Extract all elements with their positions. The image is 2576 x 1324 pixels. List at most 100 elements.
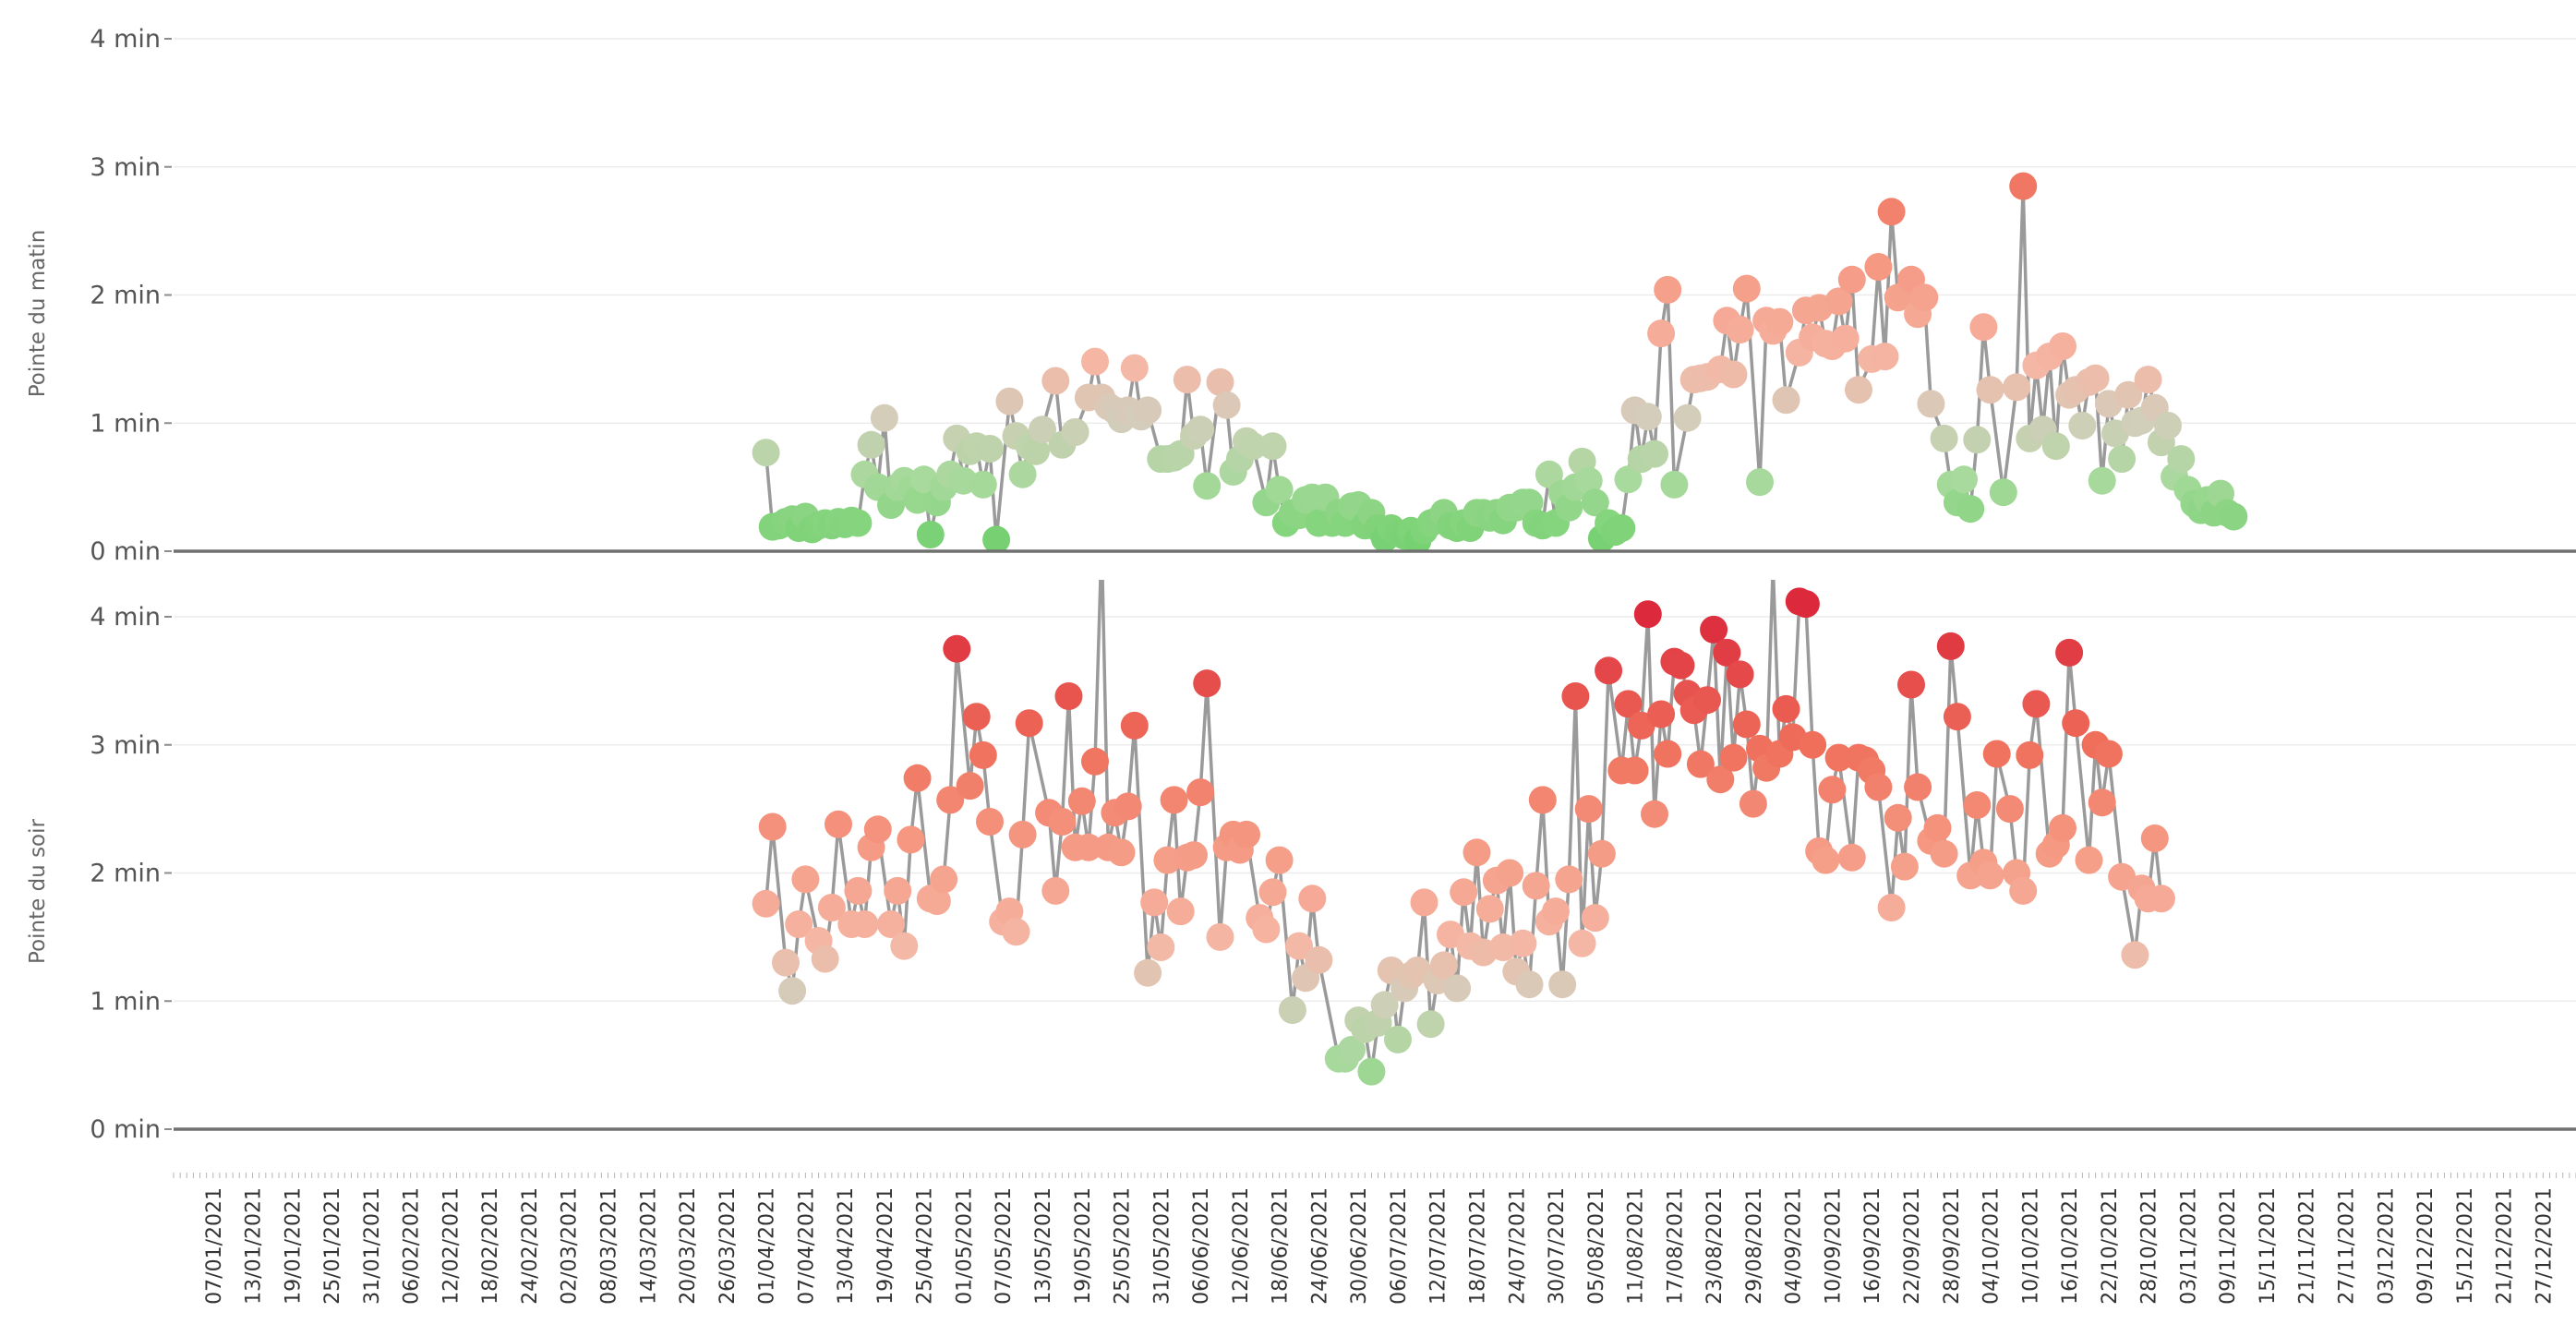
data-point[interactable] xyxy=(1700,615,1728,644)
data-point[interactable] xyxy=(1081,747,1109,776)
data-point[interactable] xyxy=(1667,651,1695,680)
data-point[interactable] xyxy=(1641,800,1668,828)
data-point[interactable] xyxy=(2167,445,2196,474)
data-point[interactable] xyxy=(791,865,820,894)
data-point[interactable] xyxy=(1509,929,1537,957)
data-point[interactable] xyxy=(1574,466,1603,495)
data-point[interactable] xyxy=(1193,669,1222,698)
data-point[interactable] xyxy=(1258,878,1287,907)
data-point[interactable] xyxy=(844,876,873,905)
data-point[interactable] xyxy=(1278,996,1306,1024)
data-point[interactable] xyxy=(1370,991,1399,1019)
data-point[interactable] xyxy=(1120,711,1149,740)
data-point[interactable] xyxy=(1884,803,1912,832)
data-point[interactable] xyxy=(1067,787,1096,815)
data-point[interactable] xyxy=(962,703,991,731)
data-point[interactable] xyxy=(2088,466,2116,495)
data-point[interactable] xyxy=(1654,275,1682,304)
data-point[interactable] xyxy=(1186,415,1215,444)
data-point[interactable] xyxy=(1824,287,1853,316)
data-point[interactable] xyxy=(1877,894,1906,921)
data-point[interactable] xyxy=(1713,638,1741,667)
data-point[interactable] xyxy=(1561,682,1590,710)
data-point[interactable] xyxy=(1719,360,1748,389)
data-point[interactable] xyxy=(1015,709,1043,738)
data-point[interactable] xyxy=(1595,656,1623,685)
data-point[interactable] xyxy=(1107,838,1136,867)
data-point[interactable] xyxy=(2088,788,2116,817)
data-point[interactable] xyxy=(1831,324,1860,353)
data-point[interactable] xyxy=(870,403,898,432)
data-point[interactable] xyxy=(976,808,1004,836)
data-point[interactable] xyxy=(890,932,919,960)
data-point[interactable] xyxy=(1799,730,1827,759)
data-point[interactable] xyxy=(1890,852,1919,881)
data-point[interactable] xyxy=(1463,838,1491,867)
data-point[interactable] xyxy=(1515,970,1544,999)
data-point[interactable] xyxy=(1113,792,1142,821)
data-point[interactable] xyxy=(752,439,780,467)
data-point[interactable] xyxy=(1963,426,1992,454)
data-point[interactable] xyxy=(2081,364,2110,392)
data-point[interactable] xyxy=(817,894,846,921)
data-point[interactable] xyxy=(1160,786,1188,814)
data-point[interactable] xyxy=(1732,710,1761,739)
data-point[interactable] xyxy=(1285,932,1313,960)
data-point[interactable] xyxy=(1963,791,1992,819)
data-point[interactable] xyxy=(995,387,1024,415)
data-point[interactable] xyxy=(1772,386,1800,415)
data-point[interactable] xyxy=(2009,172,2038,200)
data-point[interactable] xyxy=(1647,319,1676,348)
data-point[interactable] xyxy=(863,815,892,844)
data-point[interactable] xyxy=(1917,390,1945,418)
data-point[interactable] xyxy=(1568,929,1596,957)
data-point[interactable] xyxy=(1029,415,1056,444)
data-point[interactable] xyxy=(1587,839,1616,868)
data-point[interactable] xyxy=(2140,824,2169,852)
data-point[interactable] xyxy=(1897,670,1925,699)
data-point[interactable] xyxy=(930,865,958,894)
data-point[interactable] xyxy=(1002,918,1030,946)
data-point[interactable] xyxy=(1338,1036,1366,1064)
data-point[interactable] xyxy=(1607,514,1636,542)
data-point[interactable] xyxy=(2147,885,2175,913)
data-point[interactable] xyxy=(1173,366,1201,394)
data-point[interactable] xyxy=(1923,813,1952,842)
data-point[interactable] xyxy=(1812,846,1840,874)
data-point[interactable] xyxy=(1061,418,1089,446)
data-point[interactable] xyxy=(2075,846,2103,874)
data-point[interactable] xyxy=(1759,552,1787,580)
data-point[interactable] xyxy=(916,521,945,548)
data-point[interactable] xyxy=(1410,888,1438,917)
data-point[interactable] xyxy=(1147,933,1175,961)
data-point[interactable] xyxy=(1305,945,1333,974)
data-point[interactable] xyxy=(850,910,879,938)
data-point[interactable] xyxy=(1384,1025,1412,1053)
data-point[interactable] xyxy=(1732,274,1761,303)
data-point[interactable] xyxy=(936,786,965,814)
data-point[interactable] xyxy=(2121,941,2149,969)
data-point[interactable] xyxy=(1877,198,1906,226)
data-point[interactable] xyxy=(1654,740,1682,768)
data-point[interactable] xyxy=(2094,740,2123,768)
data-point[interactable] xyxy=(1969,313,1998,342)
data-point[interactable] xyxy=(1193,472,1222,500)
data-point[interactable] xyxy=(844,509,873,537)
data-point[interactable] xyxy=(1357,1057,1386,1086)
data-point[interactable] xyxy=(1555,865,1583,894)
data-point[interactable] xyxy=(2041,432,2070,461)
data-point[interactable] xyxy=(2055,638,2084,667)
data-point[interactable] xyxy=(1989,478,2017,507)
data-point[interactable] xyxy=(2114,380,2143,409)
data-point[interactable] xyxy=(2108,445,2137,474)
data-point[interactable] xyxy=(1522,872,1550,900)
data-point[interactable] xyxy=(1233,820,1260,849)
data-point[interactable] xyxy=(1936,632,1965,660)
data-point[interactable] xyxy=(1660,470,1689,499)
data-point[interactable] xyxy=(1614,465,1643,494)
data-point[interactable] xyxy=(922,887,951,915)
data-point[interactable] xyxy=(1620,756,1649,785)
data-point[interactable] xyxy=(1930,424,1958,452)
data-point[interactable] xyxy=(1982,740,2011,768)
data-point[interactable] xyxy=(1633,403,1662,431)
